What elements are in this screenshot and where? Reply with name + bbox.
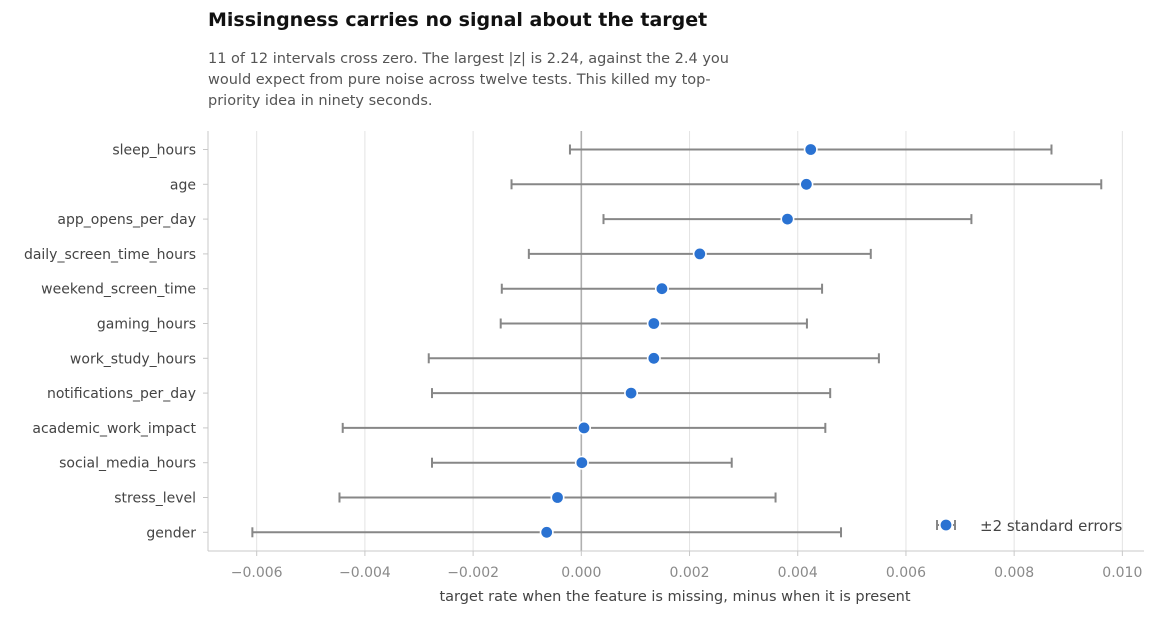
errorbar-row bbox=[499, 316, 808, 331]
estimate-point bbox=[577, 420, 592, 435]
category-label: work_study_hours bbox=[70, 351, 196, 367]
x-tick-label: 0.006 bbox=[886, 565, 926, 581]
errorbar-row bbox=[430, 455, 733, 470]
category-label: age bbox=[170, 177, 196, 193]
estimate-point bbox=[803, 142, 818, 157]
estimate-point bbox=[646, 351, 661, 366]
x-tick-label: 0.010 bbox=[1102, 565, 1142, 581]
legend: ±2 standard errors bbox=[936, 517, 1122, 535]
series bbox=[251, 142, 1103, 540]
errorbar-row bbox=[568, 142, 1053, 157]
gridlines bbox=[256, 131, 1123, 551]
category-label: social_media_hours bbox=[59, 456, 196, 472]
x-tick-label: −0.002 bbox=[447, 565, 499, 581]
category-label: notifications_per_day bbox=[47, 386, 196, 402]
category-label: academic_work_impact bbox=[32, 421, 196, 437]
chart-subtitle: 11 of 12 intervals cross zero. The large… bbox=[208, 51, 729, 109]
x-tick-label: 0.002 bbox=[669, 565, 709, 581]
category-label: daily_screen_time_hours bbox=[24, 247, 196, 263]
legend-point-marker bbox=[938, 517, 953, 532]
estimate-point bbox=[539, 525, 554, 540]
estimate-point bbox=[624, 386, 639, 401]
x-tick-label: 0.004 bbox=[778, 565, 818, 581]
x-axis-title: target rate when the feature is missing,… bbox=[439, 589, 910, 605]
errorbar-row bbox=[430, 386, 832, 401]
estimate-point bbox=[550, 490, 565, 505]
errorbar-row bbox=[427, 351, 880, 366]
estimate-point bbox=[654, 281, 669, 296]
x-tick-label: 0.000 bbox=[561, 565, 601, 581]
legend-label: ±2 standard errors bbox=[980, 517, 1122, 535]
category-label: gender bbox=[146, 525, 196, 541]
errorbar-row bbox=[602, 212, 973, 227]
estimate-point bbox=[799, 177, 814, 192]
estimate-point bbox=[574, 455, 589, 470]
axes: −0.006 −0.004 −0.002 0.000 0.002 0.004 0.006 0.… bbox=[24, 131, 1144, 605]
errorbar-row bbox=[251, 525, 843, 540]
category-label: weekend_screen_time bbox=[41, 282, 196, 298]
x-tick-label: −0.004 bbox=[339, 565, 391, 581]
errorbar-row bbox=[341, 420, 827, 435]
category-label: sleep_hours bbox=[112, 143, 196, 159]
category-label: app_opens_per_day bbox=[57, 212, 196, 228]
errorbar-row bbox=[500, 281, 824, 296]
estimate-point bbox=[692, 246, 707, 261]
chart-title: Missingness carries no signal about the … bbox=[208, 9, 708, 31]
category-label: stress_level bbox=[114, 491, 196, 507]
category-label: gaming_hours bbox=[97, 317, 196, 333]
x-tick-label: 0.008 bbox=[994, 565, 1034, 581]
estimate-point bbox=[646, 316, 661, 331]
errorbar-row bbox=[527, 246, 872, 261]
estimate-point bbox=[780, 212, 795, 227]
errorbar-row bbox=[510, 177, 1103, 192]
errorbar-row bbox=[338, 490, 777, 505]
x-tick-label: −0.006 bbox=[231, 565, 283, 581]
